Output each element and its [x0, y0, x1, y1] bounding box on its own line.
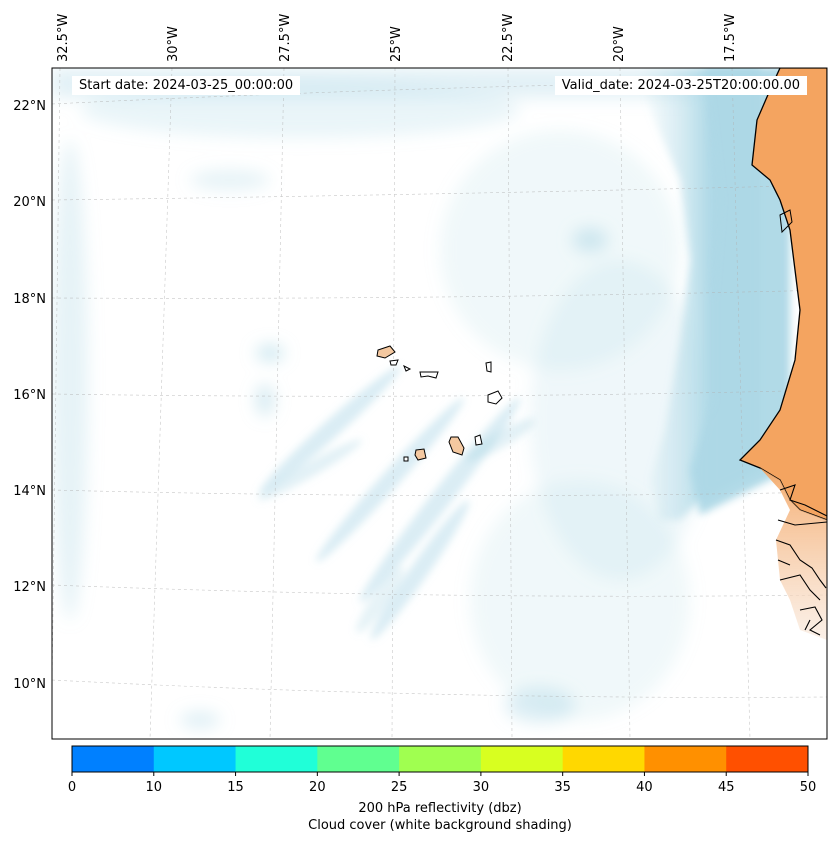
- lat-label: 22°N: [13, 99, 46, 114]
- island-santiago: [448, 436, 465, 456]
- colorbar-swatch: [153, 746, 237, 772]
- island-sal: [485, 361, 492, 373]
- island-sao-nicolau: [419, 371, 439, 379]
- lon-label: 27.5°W: [278, 14, 293, 62]
- island-santa-luzia: [403, 364, 412, 372]
- lon-label: 20°W: [612, 26, 627, 62]
- island-santo-antao: [376, 345, 396, 359]
- lon-label: 25°W: [389, 26, 404, 62]
- colorbar-swatch: [317, 746, 400, 772]
- graticule: [52, 68, 827, 739]
- colorbar-tick-label: 20: [309, 780, 326, 795]
- lat-label: 16°N: [13, 388, 46, 403]
- colorbar-subtitle: Cloud cover (white background shading): [308, 818, 572, 833]
- lat-label: 14°N: [13, 484, 46, 499]
- colorbar-tick-label: 25: [390, 780, 408, 795]
- african-coast: [738, 68, 827, 640]
- colorbar-tick-label: 10: [145, 780, 163, 795]
- colorbar-swatch: [399, 746, 482, 772]
- island-brava: [403, 456, 409, 462]
- island-fogo: [414, 448, 427, 461]
- island-maio: [474, 434, 483, 446]
- colorbar: [72, 746, 809, 772]
- lon-label: 17.5°W: [723, 14, 738, 62]
- lat-label: 12°N: [13, 580, 46, 595]
- colorbar-tick-label: 50: [799, 780, 817, 795]
- lat-label: 10°N: [13, 677, 46, 692]
- island-boa-vista: [487, 390, 503, 405]
- lon-label: 22.5°W: [501, 14, 516, 62]
- island-sao-vicente: [389, 359, 399, 366]
- start-date-label: Start date: 2024-03-25_00:00:00: [72, 76, 301, 95]
- colorbar-tick-label: 40: [636, 780, 653, 795]
- colorbar-frame: [71, 745, 809, 773]
- colorbar-swatch: [480, 746, 564, 772]
- africa-land-south: [760, 468, 827, 640]
- map-area: [52, 68, 827, 739]
- colorbar-tick-label: 0: [67, 780, 77, 795]
- colorbar-tick-label: 15: [227, 780, 244, 795]
- colorbar-tick-label: 45: [717, 780, 735, 795]
- colorbar-title: 200 hPa reflectivity (dbz): [358, 801, 522, 816]
- colorbar-tick-label: 35: [554, 780, 571, 795]
- colorbar-swatch: [562, 746, 645, 772]
- latitude-labels: 22°N 20°N 18°N 16°N 14°N 12°N 10°N: [13, 99, 46, 692]
- colorbar-tick-label: 30: [472, 780, 490, 795]
- lon-label: 32.5°W: [56, 14, 71, 62]
- cloud-streaks: [257, 366, 535, 640]
- cape-verde-islands: [376, 345, 503, 462]
- longitude-labels: 32.5°W 30°W 27.5°W 25°W 22.5°W 20°W 17.5…: [56, 14, 738, 62]
- colorbar-swatch: [235, 746, 318, 772]
- lat-label: 18°N: [13, 292, 46, 307]
- valid-date-label: Valid_date: 2024-03-25T20:00:00.00: [554, 76, 807, 95]
- colorbar-swatch: [72, 746, 155, 772]
- colorbar-swatch: [644, 746, 727, 772]
- lat-label: 20°N: [13, 195, 46, 210]
- colorbar-swatch: [726, 746, 809, 772]
- colorbar-ticks: [71, 772, 809, 776]
- map-frame: [51, 67, 828, 740]
- lon-label: 30°W: [166, 26, 181, 62]
